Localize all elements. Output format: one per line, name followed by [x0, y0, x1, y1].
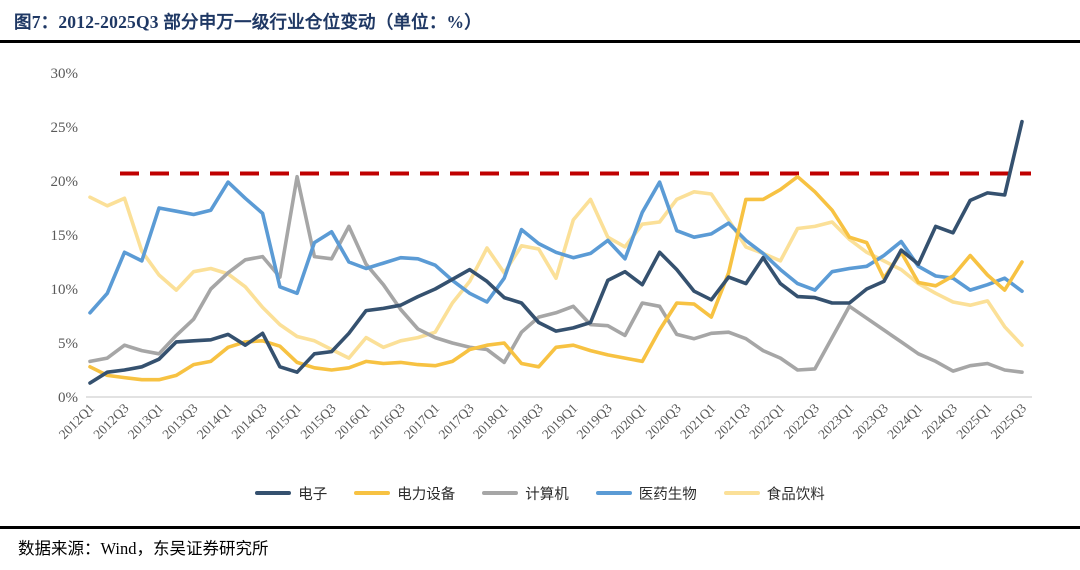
- x-axis-tick: 2024Q3: [919, 400, 961, 442]
- data-source-note: 数据来源：Wind，东吴证券研究所: [18, 539, 269, 558]
- x-axis-tick: 2022Q3: [781, 400, 823, 442]
- legend-label: 医药生物: [638, 486, 697, 503]
- x-axis-tick: 2014Q3: [228, 400, 270, 442]
- x-axis-tick: 2014Q1: [194, 401, 235, 442]
- x-axis-tick: 2021Q1: [677, 401, 718, 442]
- legend-label: 食品饮料: [766, 486, 825, 503]
- chart-legend: 电子 电力设备 计算机 医药生物 食品饮料: [0, 479, 1080, 507]
- x-axis-tick: 2012Q3: [90, 400, 132, 442]
- legend-swatch: [723, 490, 760, 496]
- legend-item: 医药生物: [595, 483, 697, 504]
- x-axis-tick: 2015Q3: [297, 400, 339, 442]
- legend-label: 计算机: [525, 486, 569, 503]
- y-axis-tick: 30%: [51, 66, 79, 82]
- series-line-2: [88, 174, 1024, 375]
- x-axis-tick: 2012Q1: [56, 401, 97, 442]
- footer-divider-rule: [0, 526, 1080, 529]
- x-axis-tick: 2017Q1: [401, 401, 442, 442]
- x-axis-tick: 2020Q1: [608, 401, 649, 442]
- x-axis-tick: 2019Q1: [539, 401, 580, 442]
- legend-swatch: [482, 490, 519, 496]
- y-axis-tick: 25%: [51, 120, 79, 136]
- x-axis-tick: 2016Q1: [332, 401, 373, 442]
- legend-label: 电子: [298, 486, 328, 503]
- x-axis-tick: 2024Q1: [884, 401, 925, 442]
- x-axis-tick: 2013Q1: [125, 401, 166, 442]
- x-axis-tick: 2025Q3: [988, 400, 1030, 442]
- x-axis-tick: 2015Q1: [263, 401, 304, 442]
- series-line-3: [88, 180, 1024, 315]
- x-axis-tick: 2025Q1: [953, 401, 994, 442]
- title-divider-rule: [0, 40, 1080, 43]
- x-axis-tick: 2023Q3: [850, 400, 892, 442]
- chart-title: 图7：2012-2025Q3 部分申万一级行业仓位变动（单位：%）: [14, 12, 482, 32]
- y-axis-tick: 20%: [51, 174, 79, 190]
- y-axis-tick: 5%: [58, 336, 78, 352]
- y-axis-tick: 0%: [58, 390, 78, 406]
- x-axis-tick: 2013Q3: [159, 400, 201, 442]
- x-axis-tick: 2018Q3: [504, 400, 546, 442]
- series-line-0: [88, 119, 1024, 385]
- y-axis-tick: 10%: [51, 282, 79, 298]
- legend-item: 电子: [255, 483, 327, 504]
- x-axis-tick: 2019Q3: [574, 400, 616, 442]
- legend-swatch: [255, 490, 292, 496]
- line-chart-canvas: 0%5%10%15%20%25%30%2012Q12012Q32013Q1201…: [51, 66, 1032, 442]
- x-axis-tick: 2020Q3: [643, 400, 685, 442]
- legend-item: 计算机: [482, 483, 569, 504]
- x-axis-tick: 2017Q3: [435, 400, 477, 442]
- legend-item: 食品饮料: [723, 483, 825, 504]
- legend-swatch: [354, 490, 391, 496]
- x-axis-tick: 2023Q1: [815, 401, 856, 442]
- series-line-4: [88, 190, 1024, 360]
- legend-item: 电力设备: [354, 483, 455, 504]
- legend-swatch: [595, 490, 632, 496]
- x-axis-tick: 2018Q1: [470, 401, 511, 442]
- x-axis-tick: 2021Q3: [712, 400, 754, 442]
- x-axis-tick: 2016Q3: [366, 400, 408, 442]
- x-axis-tick: 2022Q1: [746, 401, 787, 442]
- y-axis-tick: 15%: [51, 228, 79, 244]
- legend-label: 电力设备: [397, 486, 456, 503]
- series-line-1: [88, 174, 1024, 382]
